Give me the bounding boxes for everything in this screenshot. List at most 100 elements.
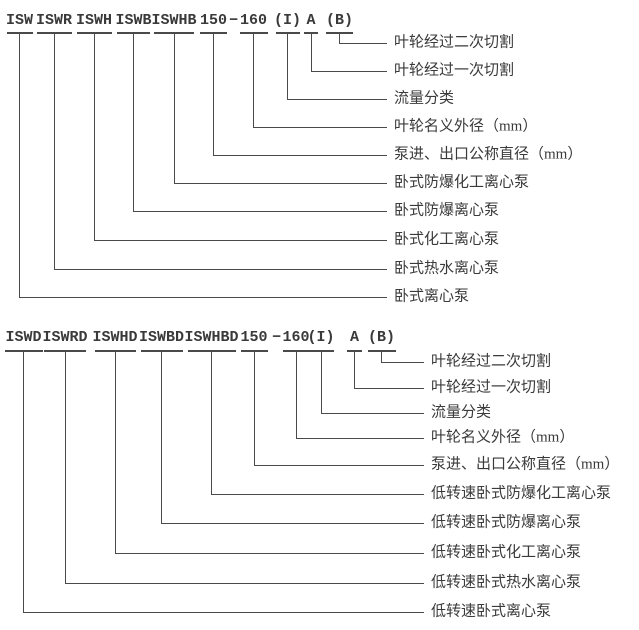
code-meaning-label: 卧式化工离心泵 [394, 231, 500, 248]
token-underline [44, 350, 86, 352]
connector-horizontal-line [174, 183, 387, 184]
connector-vertical-line [19, 34, 20, 298]
token-underline [275, 32, 300, 34]
connector-vertical-line [354, 352, 355, 389]
code-meaning-label: 泵进、出口公称直径（mm） [394, 146, 583, 163]
connector-horizontal-line [65, 583, 424, 584]
code-meaning-label: 泵进、出口公称直径（mm） [431, 456, 620, 473]
connector-vertical-line [310, 34, 312, 72]
code-meaning-label: 叶轮名义外径（mm） [394, 118, 538, 135]
connector-vertical-line [339, 34, 340, 44]
connector-vertical-line [133, 34, 134, 212]
connector-horizontal-line [161, 523, 424, 524]
token-underline [6, 32, 33, 34]
connector-horizontal-line [381, 362, 424, 363]
token-underline [200, 32, 227, 34]
connector-horizontal-line [354, 388, 424, 389]
code-meaning-label: 卧式防爆化工离心泵 [394, 174, 530, 191]
code-meaning-label: 低转速卧式防爆化工离心泵 [431, 485, 612, 502]
model-code-token: ISWRD [42, 329, 88, 346]
model-code-token: ISWR [35, 12, 73, 29]
model-code-token: (B) [367, 329, 396, 346]
connector-vertical-line [211, 352, 212, 495]
token-underline [304, 32, 318, 34]
connector-horizontal-line [211, 494, 424, 495]
token-underline [187, 350, 236, 352]
token-underline [140, 350, 183, 352]
model-code-token: − [271, 329, 282, 346]
model-code-token: (B) [325, 12, 354, 29]
code-meaning-label: 卧式热水离心泵 [394, 260, 500, 277]
model-code-token: − [228, 12, 239, 29]
code-meaning-label: 叶轮经过一次切割 [394, 62, 515, 79]
connector-vertical-line [213, 34, 214, 156]
token-underline [36, 32, 72, 34]
code-meaning-label: 流量分类 [431, 404, 492, 421]
connector-horizontal-line [254, 465, 424, 466]
token-underline [239, 32, 268, 34]
connector-vertical-line [253, 352, 255, 466]
model-code-token: ISWBD [138, 329, 185, 346]
token-underline [367, 350, 396, 352]
token-underline [308, 350, 334, 352]
connector-horizontal-line [253, 127, 387, 128]
token-underline [347, 350, 362, 352]
token-underline [282, 350, 310, 352]
code-meaning-label: 低转速卧式化工离心泵 [431, 544, 582, 561]
connector-vertical-line [23, 352, 24, 613]
token-underline [117, 32, 150, 34]
code-meaning-label: 叶轮经过二次切割 [394, 34, 515, 51]
connector-horizontal-line [339, 43, 387, 44]
model-code-token: A [349, 329, 360, 346]
connector-vertical-line [253, 34, 254, 128]
token-underline [76, 32, 112, 34]
code-meaning-label: 叶轮经过二次切割 [431, 353, 552, 370]
connector-horizontal-line [19, 297, 387, 298]
connector-vertical-line [287, 34, 288, 100]
code-meaning-label: 流量分类 [394, 90, 455, 107]
token-underline [4, 350, 43, 352]
model-code-token: 150 [240, 329, 268, 346]
model-code-token: ISWD [5, 329, 42, 346]
model-code-token: 160 [282, 329, 310, 346]
connector-horizontal-line [311, 71, 387, 72]
code-meaning-label: 卧式防爆离心泵 [394, 202, 500, 219]
code-meaning-label: 低转速卧式防爆离心泵 [431, 514, 582, 531]
connector-vertical-line [173, 34, 175, 184]
connector-horizontal-line [54, 269, 387, 270]
connector-vertical-line [93, 34, 95, 241]
connector-vertical-line [161, 352, 162, 524]
connector-vertical-line [114, 352, 116, 554]
code-meaning-label: 叶轮经过一次切割 [431, 379, 552, 396]
code-meaning-label: 低转速卧式离心泵 [431, 603, 552, 620]
model-code-token: ISWH [75, 12, 113, 29]
token-underline [154, 32, 194, 34]
connector-horizontal-line [23, 612, 424, 613]
code-meaning-label: 叶轮名义外径（mm） [431, 429, 575, 446]
connector-horizontal-line [133, 211, 387, 212]
model-code-token: ISWHBD [184, 329, 239, 346]
connector-vertical-line [64, 352, 66, 584]
connector-horizontal-line [115, 553, 424, 554]
model-code-token: 160 [239, 12, 268, 29]
token-underline [240, 350, 268, 352]
connector-horizontal-line [321, 413, 424, 414]
token-underline [326, 32, 353, 34]
connector-horizontal-line [213, 155, 387, 156]
model-code-token: 150 [199, 12, 228, 29]
connector-vertical-line [320, 352, 322, 414]
model-code-token: ISWHB [151, 12, 197, 29]
connector-vertical-line [53, 34, 55, 270]
code-meaning-label: 卧式离心泵 [394, 288, 470, 305]
model-code-token: A [306, 12, 316, 29]
model-code-token: (I) [273, 12, 302, 29]
connector-horizontal-line [94, 240, 387, 241]
token-underline [94, 350, 136, 352]
connector-horizontal-line [296, 438, 424, 439]
model-code-token: (I) [307, 329, 335, 346]
model-code-token: ISWB [115, 12, 152, 29]
connector-vertical-line [295, 352, 297, 439]
model-code-token: ISW [5, 12, 34, 29]
